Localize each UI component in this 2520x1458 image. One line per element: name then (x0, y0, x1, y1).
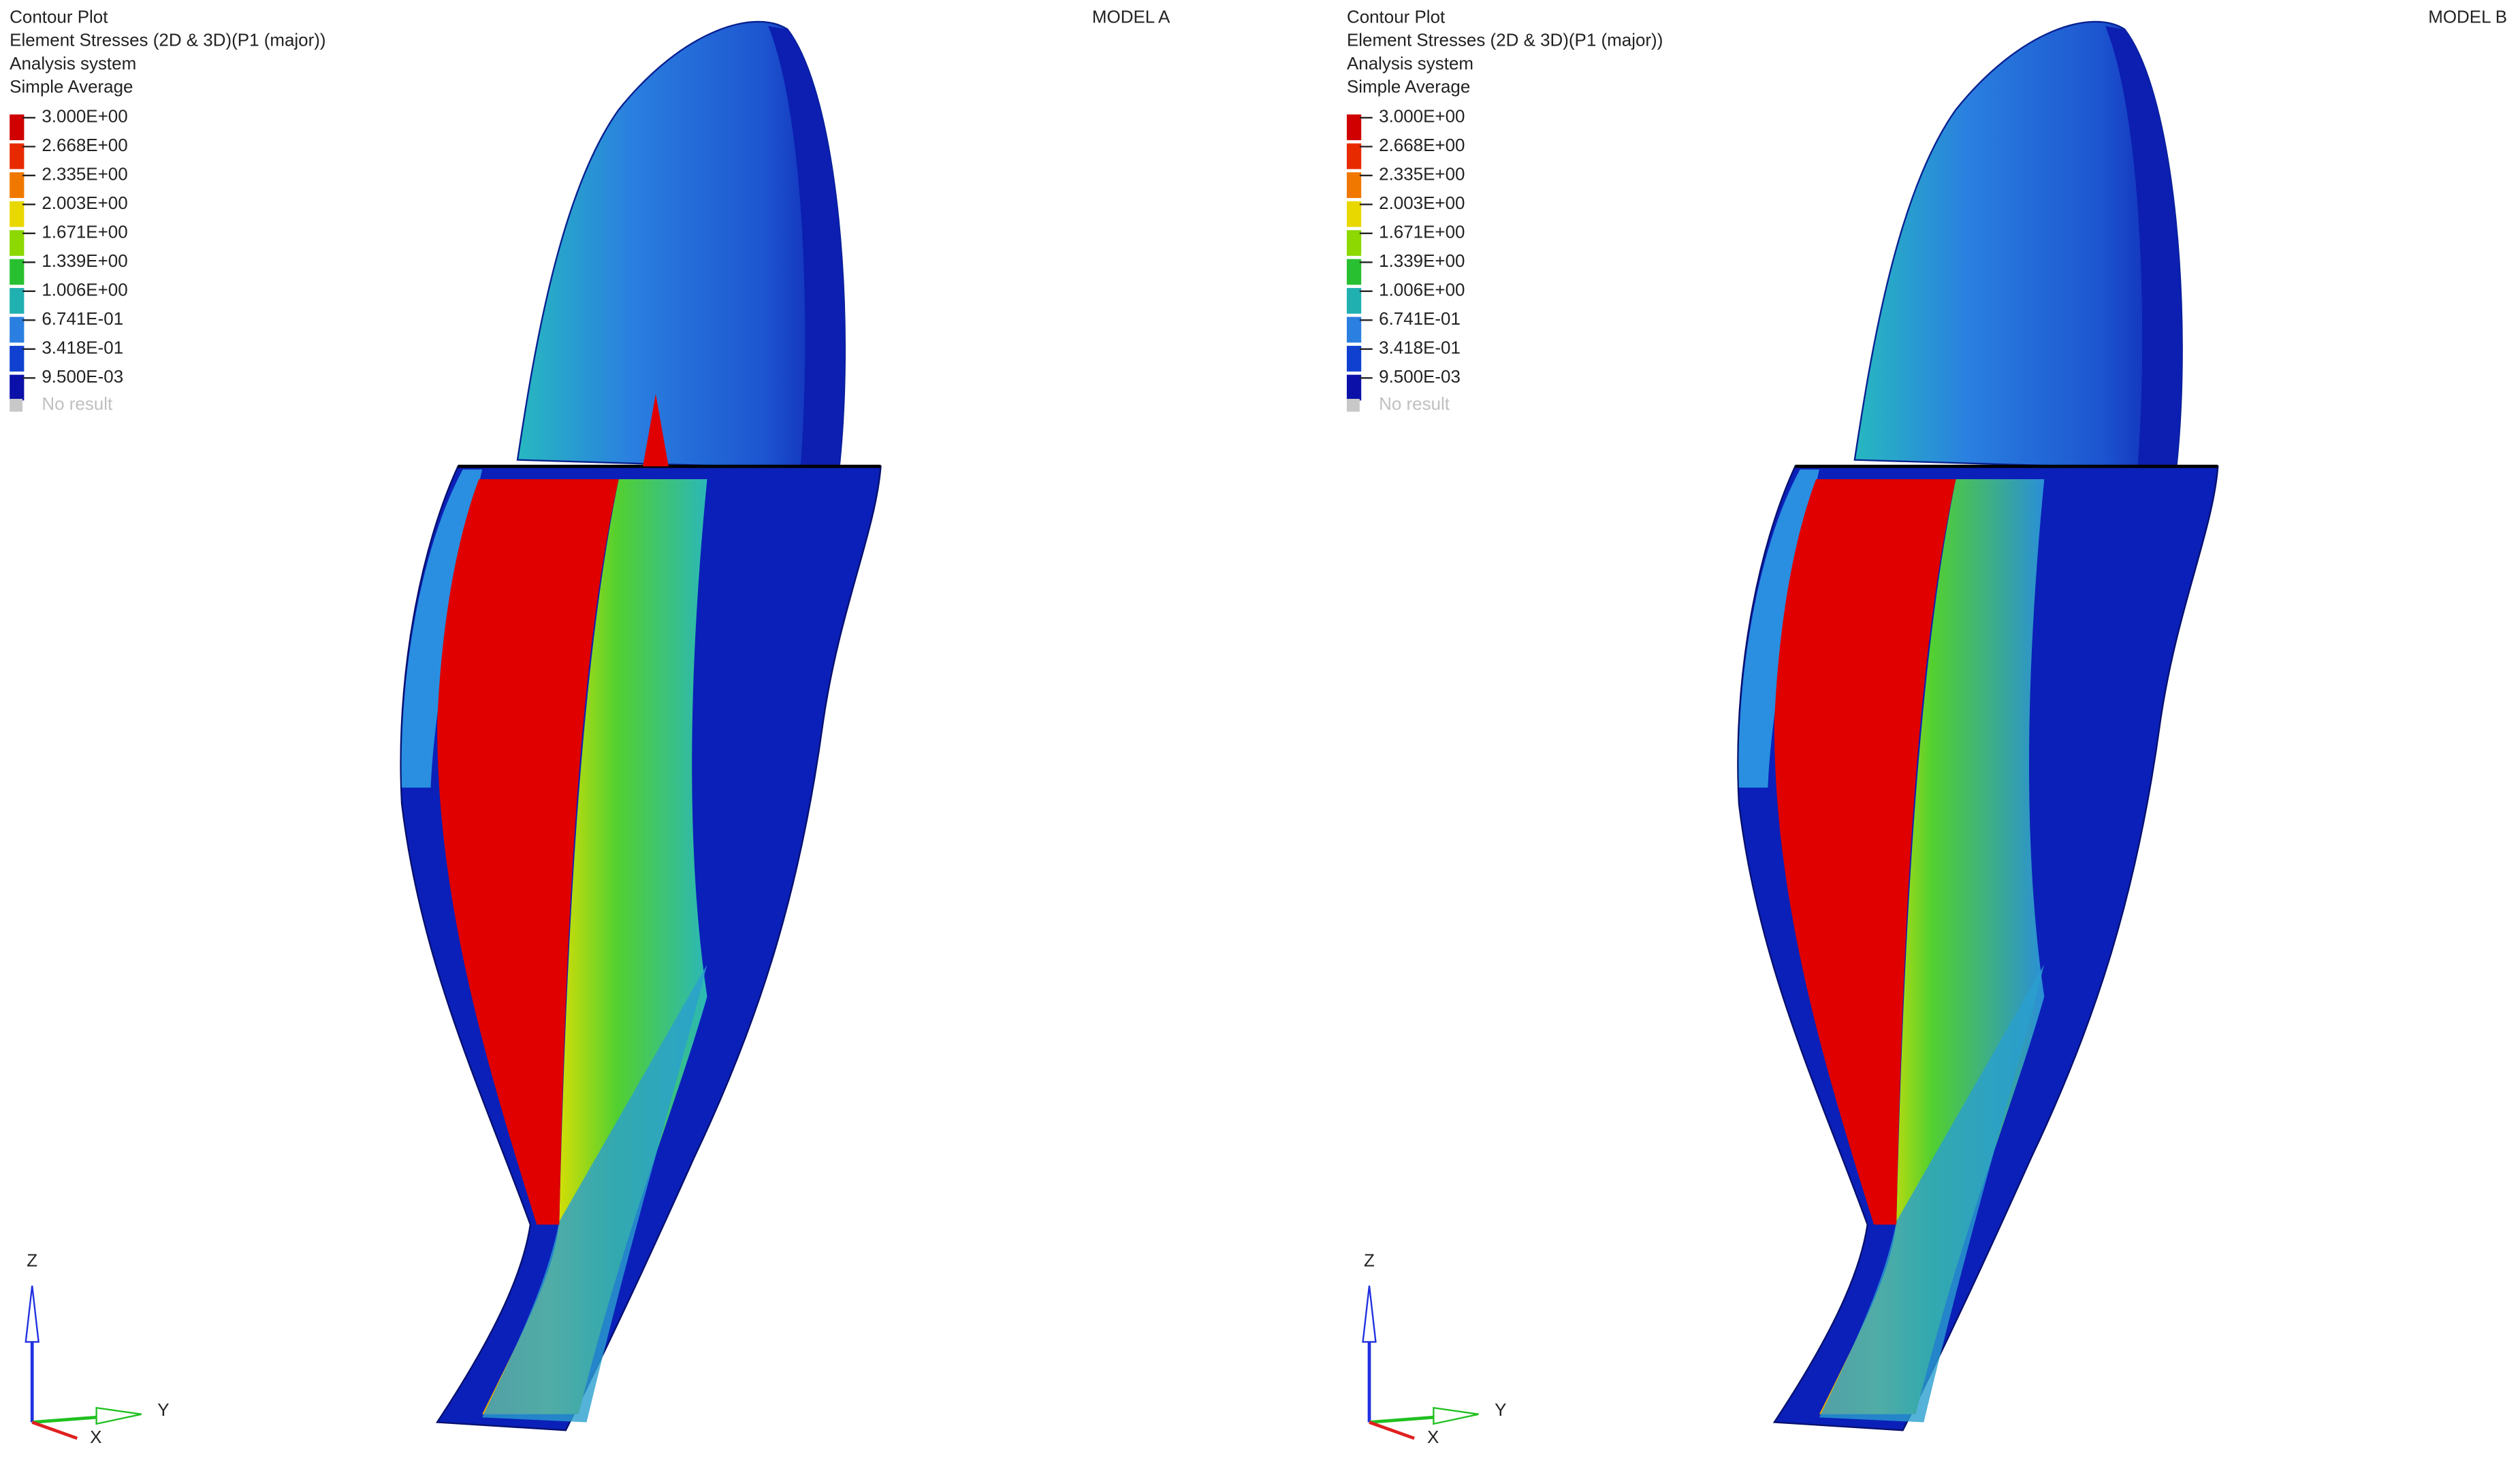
y-arrow (95, 1406, 142, 1425)
legend-label: 1.339E+00 (1379, 250, 1465, 271)
legend-label: 9.500E-03 (1379, 366, 1461, 387)
header-line: Simple Average (10, 76, 133, 97)
legend-swatch (10, 172, 25, 198)
legend-swatch (1346, 114, 1362, 140)
disk-rim (768, 26, 845, 470)
no-result-swatch (1346, 398, 1360, 412)
legend-swatch (1346, 317, 1362, 343)
legend-swatch (10, 288, 25, 314)
z-label: Z (1364, 1250, 1375, 1270)
legend-label: 2.668E+00 (1379, 135, 1465, 155)
z-label: Z (27, 1250, 37, 1270)
header-line: Contour Plot (10, 6, 108, 27)
legend-swatch (10, 374, 25, 401)
middle-band (1819, 479, 2045, 1414)
header-line: Element Stresses (2D & 3D)(P1 (major)) (1347, 30, 1663, 50)
legend-label: 1.006E+00 (42, 280, 127, 300)
legend-label: 3.000E+00 (1379, 106, 1465, 127)
hot-spot (643, 393, 669, 467)
z-arrow (25, 1285, 39, 1343)
z-arrow (1362, 1285, 1377, 1343)
x-axis (1369, 1421, 1415, 1440)
y-arrow (1433, 1406, 1479, 1425)
legend-label: 6.741E-01 (1379, 308, 1461, 329)
red-band (437, 479, 619, 1225)
legend-label: 6.741E-01 (42, 308, 123, 329)
disk-rim (2105, 26, 2182, 470)
legend-swatch (1346, 259, 1362, 285)
legend-label: 1.671E+00 (1379, 222, 1465, 242)
header-line: Simple Average (1347, 76, 1470, 97)
header-line: Element Stresses (2D & 3D)(P1 (major)) (10, 30, 325, 50)
legend-label: 1.339E+00 (42, 250, 127, 271)
legend-label: 9.500E-03 (42, 366, 123, 387)
red-band (1774, 479, 1956, 1225)
lower-band (1819, 964, 2045, 1423)
legend-label: 1.006E+00 (1379, 280, 1465, 300)
x-label: X (90, 1427, 101, 1447)
x-axis (31, 1421, 78, 1440)
legend-label: 3.418E-01 (42, 338, 123, 358)
legend-swatch (1346, 172, 1362, 198)
header-line: Contour Plot (1347, 6, 1446, 27)
middle-band (482, 479, 707, 1414)
legend-label: 2.003E+00 (1379, 193, 1465, 213)
legend-swatch (10, 114, 25, 140)
model-label: MODEL A (1092, 6, 1170, 27)
legend-swatch (1346, 143, 1362, 169)
legend-swatch (1346, 346, 1362, 372)
legend-label: 1.671E+00 (42, 222, 127, 242)
x-label: X (1427, 1427, 1439, 1447)
legend-label: 3.418E-01 (1379, 338, 1461, 358)
legend-label: 2.335E+00 (1379, 164, 1465, 184)
legend-swatch (10, 143, 25, 169)
header-line: Analysis system (1347, 53, 1473, 74)
legend-label: 3.000E+00 (42, 106, 127, 127)
legend-swatch (10, 346, 25, 372)
legend-swatch (10, 259, 25, 285)
no-result-label: No result (42, 393, 113, 414)
no-result-label: No result (1379, 393, 1450, 414)
no-result-swatch (10, 398, 23, 412)
legend-swatch (1346, 374, 1362, 401)
y-label: Y (1495, 1399, 1506, 1420)
panel: Contour Plot Element Stresses (2D & 3D)(P… (1346, 6, 2507, 1447)
panel: Contour Plot Element Stresses (2D & 3D)(P… (10, 6, 1170, 1447)
legend-swatch (1346, 288, 1362, 314)
legend-label: 2.668E+00 (42, 135, 127, 155)
legend-swatch (1346, 201, 1362, 227)
y-label: Y (157, 1399, 169, 1420)
legend-label: 2.335E+00 (42, 164, 127, 184)
header-line: Analysis system (10, 53, 136, 74)
legend-swatch (10, 230, 25, 256)
model-label: MODEL B (2428, 6, 2507, 27)
legend-swatch (1346, 230, 1362, 256)
legend-label: 2.003E+00 (42, 193, 127, 213)
lower-band (482, 964, 707, 1423)
legend-swatch (10, 201, 25, 227)
legend-swatch (10, 317, 25, 343)
